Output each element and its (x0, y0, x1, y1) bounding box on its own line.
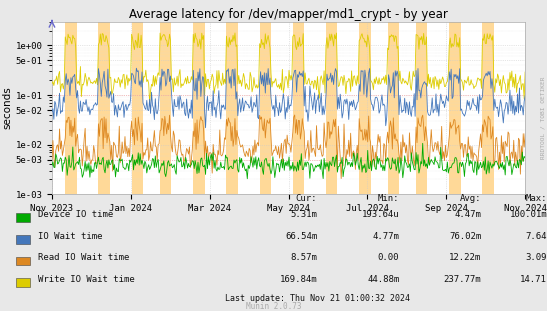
Text: Min:: Min: (378, 193, 399, 202)
Text: 8.57m: 8.57m (290, 253, 317, 262)
Bar (98, 22, 110, 194)
Text: 3.09: 3.09 (526, 253, 547, 262)
Text: 12.22m: 12.22m (449, 253, 481, 262)
Bar (160, 22, 171, 194)
Text: 14.71: 14.71 (520, 275, 547, 284)
Bar (132, 22, 143, 194)
Text: 193.64u: 193.64u (362, 210, 399, 219)
Text: 76.02m: 76.02m (449, 231, 481, 240)
Bar (65, 22, 77, 194)
Bar (416, 22, 427, 194)
Text: 66.54m: 66.54m (285, 231, 317, 240)
Bar (193, 22, 205, 194)
Text: RRDTOOL / TOBI OETIKER: RRDTOOL / TOBI OETIKER (541, 77, 546, 160)
Bar (260, 22, 271, 194)
Bar (226, 22, 238, 194)
Text: 0.00: 0.00 (378, 253, 399, 262)
Text: 100.01m: 100.01m (509, 210, 547, 219)
Text: 4.47m: 4.47m (455, 210, 481, 219)
Text: Write IO Wait time: Write IO Wait time (38, 275, 135, 284)
Text: 169.84m: 169.84m (280, 275, 317, 284)
Text: 4.77m: 4.77m (373, 231, 399, 240)
Text: 5.31m: 5.31m (290, 210, 317, 219)
Title: Average latency for /dev/mapper/md1_crypt - by year: Average latency for /dev/mapper/md1_cryp… (129, 7, 448, 21)
Text: Max:: Max: (526, 193, 547, 202)
Text: Cur:: Cur: (296, 193, 317, 202)
Text: Avg:: Avg: (460, 193, 481, 202)
Y-axis label: seconds: seconds (3, 87, 13, 129)
Text: Munin 2.0.73: Munin 2.0.73 (246, 302, 301, 311)
Text: 237.77m: 237.77m (444, 275, 481, 284)
Text: Device IO time: Device IO time (38, 210, 114, 219)
Bar (326, 22, 337, 194)
Text: IO Wait time: IO Wait time (38, 231, 103, 240)
Bar (388, 22, 399, 194)
Bar (359, 22, 370, 194)
Bar (449, 22, 461, 194)
Text: 7.64: 7.64 (526, 231, 547, 240)
Bar (482, 22, 494, 194)
Text: Read IO Wait time: Read IO Wait time (38, 253, 130, 262)
Text: 44.88m: 44.88m (367, 275, 399, 284)
Bar (293, 22, 304, 194)
Text: Last update: Thu Nov 21 01:00:32 2024: Last update: Thu Nov 21 01:00:32 2024 (225, 294, 410, 303)
